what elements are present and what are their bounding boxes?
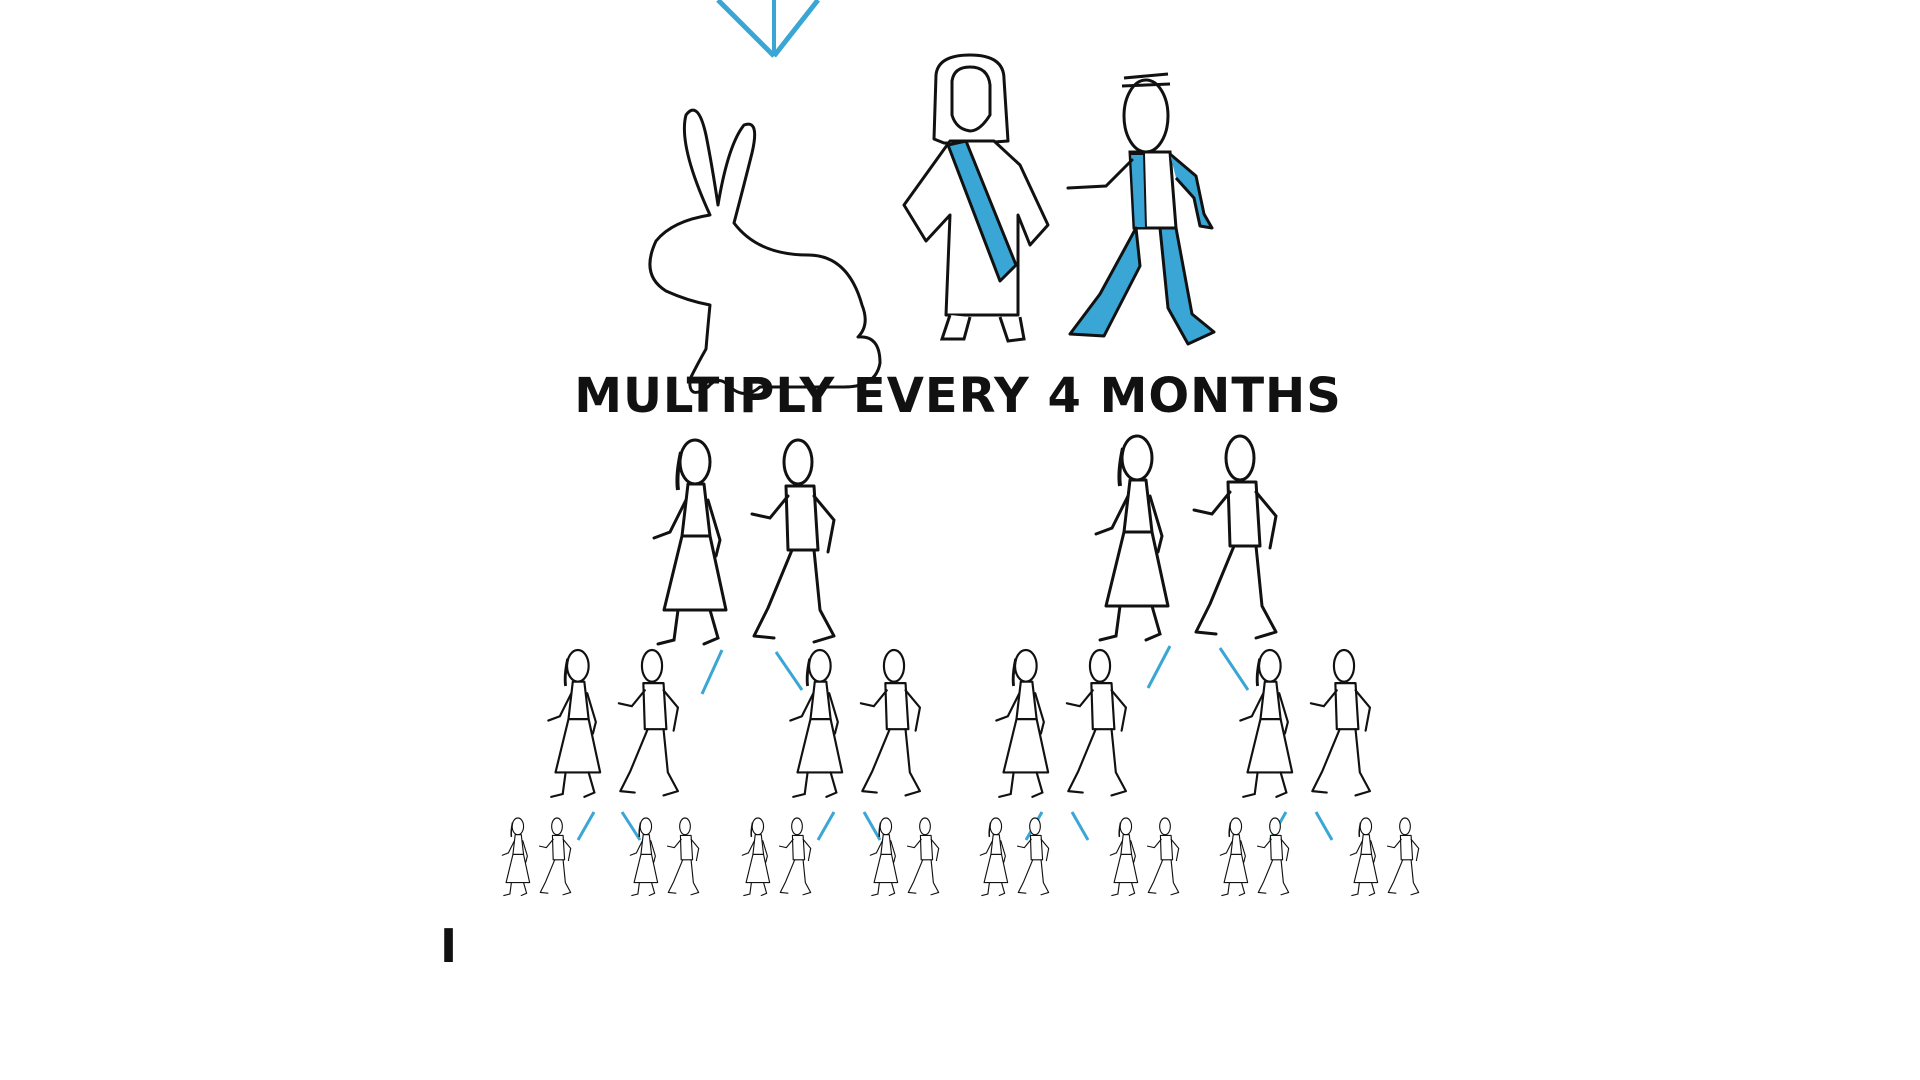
couple [501,817,572,897]
couple [1349,817,1420,897]
woman-icon [1349,817,1379,897]
man-icon [1146,817,1180,896]
couple [1219,817,1290,897]
man-icon [750,438,836,644]
generation-1 [652,434,1278,646]
cursor-glyph: I [440,919,457,973]
generation-connectors-1 [700,645,1250,695]
woman-icon [979,817,1009,897]
man-icon [1192,434,1278,640]
man-icon [1016,817,1050,896]
generation-3 [501,817,1420,897]
woman-icon [1109,817,1139,897]
couple [979,817,1050,897]
woman-icon [788,648,844,799]
couple [1238,648,1372,799]
top-connector-lines [716,0,820,58]
woman-icon [994,648,1050,799]
woman-icon [1219,817,1249,897]
man-icon [906,817,940,896]
couple [652,438,836,646]
man-icon [666,817,700,896]
woman-icon [741,817,771,897]
generation-2 [546,648,1372,799]
headline-text: MULTIPLY EVERY 4 MONTHS [574,368,1342,424]
couple [629,817,700,897]
couple [1094,434,1278,642]
couple [1109,817,1180,897]
couple [546,648,679,799]
man-icon [778,817,812,896]
woman-icon [546,648,602,799]
man-icon [859,648,921,797]
couple [788,648,921,799]
man-icon [1065,648,1128,797]
woman-icon [501,817,531,897]
woman-icon [1094,434,1170,642]
man-icon [617,648,679,797]
couple [869,817,940,897]
man-icon [1386,817,1420,896]
woman-icon [652,438,728,646]
couple [741,817,812,897]
man-icon [538,817,572,896]
man-icon [1256,817,1290,896]
robed-figure-icon [902,53,1050,343]
man-icon [1309,648,1372,797]
couple [994,648,1128,799]
rabbit-icon [648,108,882,395]
walking-man-icon [1066,72,1216,346]
woman-icon [1238,648,1294,799]
